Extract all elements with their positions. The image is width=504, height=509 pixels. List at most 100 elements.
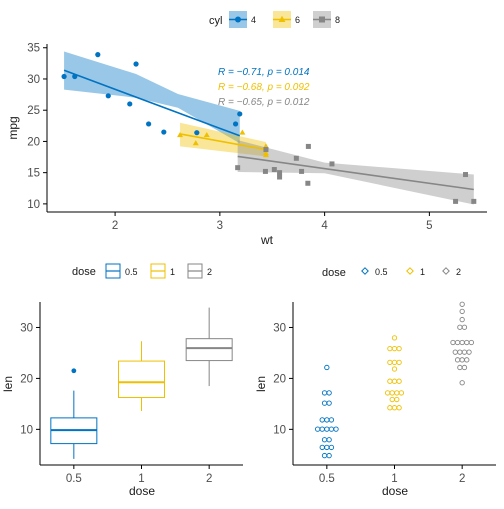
y-axis-title-len: len <box>254 376 268 392</box>
legend-label-dose-1: 1 <box>420 267 425 277</box>
point-cyl-8 <box>305 143 311 149</box>
y-tick-label: 30 <box>273 322 286 334</box>
dot-dose-2 <box>457 364 463 371</box>
point-cyl-8 <box>453 198 459 204</box>
dot-dose-2 <box>466 349 472 355</box>
dot-dose-0.5 <box>324 364 330 371</box>
dot-dose-0.5 <box>324 444 330 451</box>
dot-dose-2 <box>459 316 465 323</box>
point-cyl-8 <box>299 168 305 174</box>
legend-title-cyl: cyl <box>209 15 222 27</box>
dot-dose-1 <box>389 396 395 403</box>
y-tick-label: 20 <box>273 373 286 385</box>
point-cyl-6 <box>203 131 210 138</box>
boxplot-legend: dose 0.5 1 2 <box>72 263 212 279</box>
dot-dose-1 <box>389 390 395 396</box>
dot-dose-0.5 <box>314 426 321 432</box>
point-cyl-4 <box>72 73 78 80</box>
dot-dose-0.5 <box>326 400 332 406</box>
dot-dose-1 <box>391 366 398 372</box>
dot-dose-1 <box>396 378 402 384</box>
x-axis-title-wt: wt <box>260 233 274 247</box>
point-cyl-8 <box>235 165 241 171</box>
x-tick-label: 1 <box>138 473 144 485</box>
dot-dose-1 <box>391 335 398 341</box>
point-cyl-8 <box>305 180 311 186</box>
x-tick-label: 5 <box>426 220 432 232</box>
dot-dose-2 <box>454 339 461 346</box>
boxplot-panel: dose 0.5 1 2 0.5 1 2 10 20 30 dose len <box>1 263 243 498</box>
point-cyl-8 <box>277 170 283 176</box>
y-tick-label: 25 <box>27 105 40 117</box>
scatter-legend: cyl 4 6 8 <box>209 11 340 28</box>
legend-label-cyl-8: 8 <box>335 15 340 25</box>
dot-dose-1 <box>396 359 402 366</box>
dot-dose-1 <box>398 390 405 396</box>
y-tick-label: 30 <box>20 322 33 334</box>
point-cyl-6 <box>262 151 269 158</box>
dot-dose-2 <box>461 364 468 371</box>
correlation-label-cyl-4: R = −0.71, p = 0.014 <box>218 67 310 78</box>
dot-dose-0.5 <box>321 452 328 459</box>
dot-dose-1 <box>396 405 402 411</box>
y-tick-label: 15 <box>27 168 40 180</box>
point-cyl-8 <box>263 147 269 153</box>
legend-label-dose-2: 2 <box>456 267 461 277</box>
dot-dose-1 <box>391 405 398 411</box>
y-tick-label: 30 <box>27 74 40 86</box>
box-dose-1 <box>118 360 165 399</box>
dot-dose-0.5 <box>319 444 325 451</box>
box-dose-2 <box>185 338 233 362</box>
dot-dose-2 <box>459 380 465 386</box>
legend-label-cyl-6: 6 <box>295 15 300 25</box>
y-tick-label: 10 <box>20 424 33 436</box>
regression-line-cyl-8 <box>237 155 474 191</box>
point-cyl-8 <box>471 198 477 204</box>
dot-dose-0.5 <box>319 417 325 423</box>
dot-dose-1 <box>394 396 400 403</box>
y-axis-title-mpg: mpg <box>6 116 20 139</box>
dot-dose-2 <box>459 308 465 315</box>
x-axis-title-dose: dose <box>382 484 408 498</box>
legend-key-dose-1 <box>406 267 414 275</box>
regression-line-cyl-4 <box>63 69 241 137</box>
y-axis-title-len: len <box>1 376 15 392</box>
dotplot-panel: dose 0.5 1 2 0.5 1 2 10 20 30 dose len <box>254 267 496 498</box>
dot-dose-0.5 <box>321 390 328 396</box>
dot-dose-2 <box>452 349 458 355</box>
point-cyl-4 <box>194 130 200 136</box>
legend-label-dose-1: 1 <box>170 267 175 277</box>
point-cyl-4 <box>237 111 243 117</box>
x-tick-label: 2 <box>459 473 465 485</box>
dotplot-legend: dose 0.5 1 2 <box>322 267 461 279</box>
legend-title-dose: dose <box>322 267 346 279</box>
dot-dose-1 <box>387 345 393 352</box>
dot-dose-2 <box>457 349 463 355</box>
point-cyl-4 <box>61 73 67 80</box>
x-axis-title-dose: dose <box>129 484 155 498</box>
point-cyl-4 <box>232 121 239 127</box>
point-cyl-4 <box>133 61 139 67</box>
dot-dose-0.5 <box>321 437 328 443</box>
dot-dose-0.5 <box>328 444 335 451</box>
legend-key-dose-2 <box>442 267 450 275</box>
dot-dose-2 <box>450 339 456 346</box>
legend-marker-cyl-6 <box>278 15 286 22</box>
dot-dose-1 <box>391 345 398 352</box>
x-tick-label: 0.5 <box>319 473 335 485</box>
point-cyl-6 <box>239 129 246 135</box>
point-cyl-8 <box>277 174 283 180</box>
dot-dose-1 <box>384 390 391 396</box>
legend-label-dose-0.5: 0.5 <box>375 267 388 277</box>
x-tick-label: 3 <box>217 220 223 232</box>
x-tick-label: 4 <box>321 220 328 232</box>
correlation-label-cyl-6: R = −0.68, p = 0.092 <box>218 82 310 93</box>
x-tick-label: 0.5 <box>66 473 82 485</box>
dot-dose-0.5 <box>328 426 335 432</box>
dot-dose-0.5 <box>319 426 325 432</box>
point-cyl-6 <box>192 140 199 146</box>
dot-dose-1 <box>387 359 393 366</box>
confidence-band-cyl-6 <box>180 122 266 157</box>
dot-dose-0.5 <box>326 390 332 396</box>
dot-dose-2 <box>454 357 461 363</box>
